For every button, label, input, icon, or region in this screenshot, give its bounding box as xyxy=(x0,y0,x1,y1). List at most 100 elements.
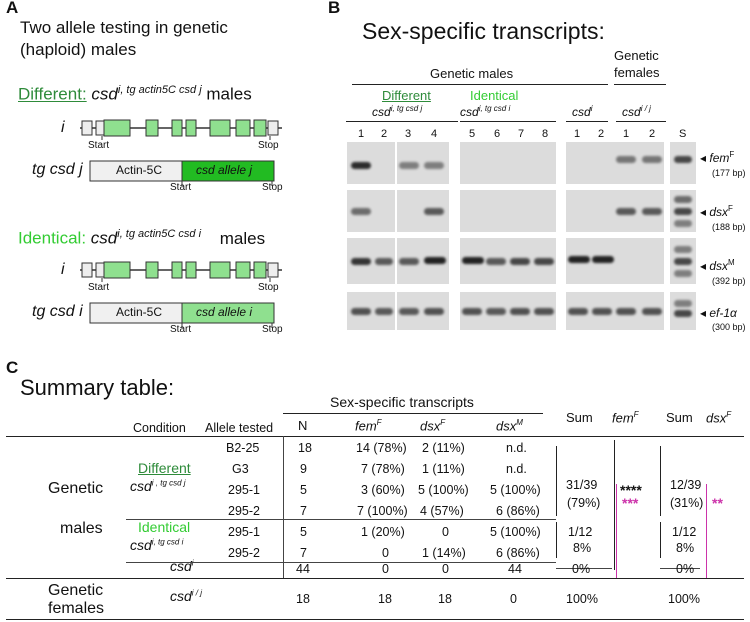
tbl-identical: Identical xyxy=(138,519,191,535)
marker-ef-size: (300 bp) xyxy=(712,322,746,332)
gel-dsxf-seg4 xyxy=(566,190,664,232)
table-bottom-rule xyxy=(6,619,744,620)
fem-line xyxy=(616,121,666,122)
allele-i-label: csd allele i xyxy=(196,305,253,319)
ident-line xyxy=(460,121,556,122)
gel-dsxf-ladder xyxy=(670,190,696,232)
row6-dsxf: 1 (14%) xyxy=(422,546,466,560)
gel-geno-ident-base: csd xyxy=(460,105,479,119)
gel-dsxm-seg2 xyxy=(397,238,449,284)
hdr-dsxm-base: dsx xyxy=(496,418,517,434)
different-genotype-sup: i, tg actin5C csd j xyxy=(117,84,202,96)
actin-label-1: Actin-5C xyxy=(116,163,163,177)
marker-fem-size: (177 bp) xyxy=(712,168,746,178)
tbl-geno-diff-sup: i , tg csd j xyxy=(151,478,186,488)
tbl-geno-ident-sup: i, tg csd i xyxy=(151,537,184,547)
sum-dsx-3: 1/12 xyxy=(672,525,697,539)
different-label: Different: xyxy=(18,84,87,104)
row5-n: 5 xyxy=(300,525,307,539)
group-females-2: females xyxy=(48,600,105,617)
stat-bracket-magenta-1 xyxy=(616,484,617,578)
gel-dsxf-seg2 xyxy=(397,190,449,232)
hdr-dsxf-base: dsx xyxy=(420,418,441,434)
hdr-sum1: Sum xyxy=(566,410,593,425)
panel-b-title: Sex-specific transcripts: xyxy=(362,18,605,44)
sum-dsx-4: 8% xyxy=(676,541,695,555)
gel-ef-seg1 xyxy=(347,292,395,330)
identical-heading: Identical: csdi, tg actin5C csd i males xyxy=(18,228,265,249)
genetic-females-2: females xyxy=(614,65,660,80)
diff-line xyxy=(346,121,458,122)
stars-magenta-1: *** xyxy=(622,495,639,511)
lane-1: 1 xyxy=(358,128,365,140)
different-heading: Different: csdi, tg actin5C csd j males xyxy=(18,84,252,105)
row8-fem: 18 xyxy=(378,592,392,606)
gel-different-label: Different xyxy=(382,88,431,103)
row-divider-1 xyxy=(126,519,556,520)
gel-identical-label: Identical xyxy=(470,88,519,103)
lane-5: 5 xyxy=(469,128,476,140)
marker-dsxf: ◂ dsxF xyxy=(700,204,733,219)
gel-dsxf-seg3 xyxy=(460,190,556,232)
stop-label-3: Stop xyxy=(258,282,279,293)
identical-suffix: males xyxy=(219,228,266,248)
genetic-females-line xyxy=(614,84,666,85)
stars-magenta-2: ** xyxy=(712,495,723,511)
row-i-label-2: i xyxy=(61,261,65,278)
hdr-sum1-gene-sup: F xyxy=(633,410,639,419)
row3-dsxf: 5 (100%) xyxy=(418,483,469,497)
genetic-males-line xyxy=(352,84,608,85)
sum-dsx-5: 0% xyxy=(676,562,695,576)
gel-geno-diff-sup: i, tg csd j xyxy=(390,104,423,113)
gene-diagram-different xyxy=(80,119,282,186)
lane-6: 6 xyxy=(494,128,501,140)
sum-fem-1: 31/39 xyxy=(566,478,598,492)
stop-label-2: Stop xyxy=(262,182,283,193)
row6-allele: 295-2 xyxy=(228,546,260,560)
row4-allele: 295-2 xyxy=(228,504,260,518)
lane-8: 8 xyxy=(542,128,549,140)
hdr-condition: Condition xyxy=(133,421,186,435)
stop-label-4: Stop xyxy=(262,324,283,335)
gel-fem-seg1 xyxy=(347,142,395,184)
gel-ef-seg2 xyxy=(397,292,449,330)
marker-fem-name: fem xyxy=(709,151,730,165)
hdr-dsxm: dsxM xyxy=(496,418,523,433)
tbl-geno-diff-base: csd xyxy=(130,478,152,494)
row4-fem: 7 (100%) xyxy=(357,504,408,518)
hdr-fem-sup: F xyxy=(376,418,382,427)
row1-dsxm: n.d. xyxy=(506,441,527,455)
identical-genotype: csd xyxy=(90,228,118,248)
row-i-label-1: i xyxy=(61,119,65,136)
tbl-geno-diff: csdi , tg csd j xyxy=(130,478,186,494)
gel-fem-seg3 xyxy=(460,142,556,184)
panel-a-label: A xyxy=(6,0,19,17)
panel-c-title: Summary table: xyxy=(20,375,175,400)
gel-geno-fem: csdi / j xyxy=(622,104,651,119)
gel-geno-diff: csdi, tg csd j xyxy=(372,104,422,119)
panel-b-label: B xyxy=(328,0,341,17)
gel-dsxm-ladder xyxy=(670,238,696,284)
hdr-sum2: Sum xyxy=(666,410,693,425)
hdr-dsxf: dsxF xyxy=(420,418,445,433)
marker-dsxm: ◂ dsxM xyxy=(700,258,735,273)
gel-geno-csdi: csdi xyxy=(572,104,592,119)
tbl-different: Different xyxy=(138,460,191,476)
lane-fem-2: 2 xyxy=(649,128,656,140)
sum-dsx-6: 100% xyxy=(668,592,700,606)
hdr-sum2-gene: dsxF xyxy=(706,410,731,425)
row3-fem: 3 (60%) xyxy=(361,483,405,497)
start-label-2: Start xyxy=(170,182,192,193)
row5-dsxf: 0 xyxy=(442,525,449,539)
row5-allele: 295-1 xyxy=(228,525,260,539)
actin-label-2: Actin-5C xyxy=(116,305,163,319)
tbl-geno-ident-base: csd xyxy=(130,537,152,553)
start-label-4: Start xyxy=(170,324,192,335)
different-genotype: csd xyxy=(91,84,118,104)
allele-j-label: csd allele j xyxy=(196,163,253,177)
marker-fem-sup: F xyxy=(729,150,735,159)
gel-ef-ladder xyxy=(670,292,696,330)
lane-7: 7 xyxy=(518,128,525,140)
panel-a-title-line1: Two allele testing in genetic xyxy=(20,18,228,37)
row6-fem: 0 xyxy=(382,546,389,560)
